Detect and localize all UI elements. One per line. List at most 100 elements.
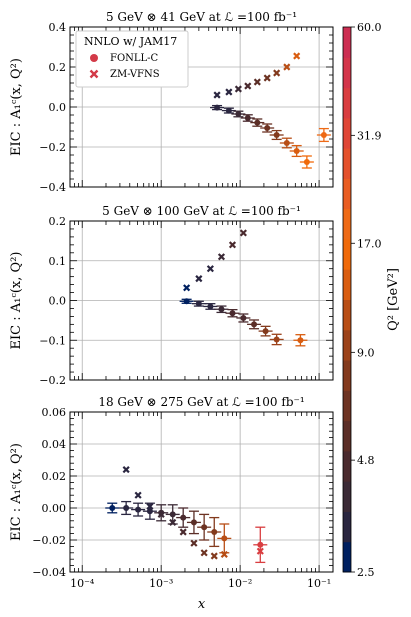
- colorbar-bin: [343, 390, 351, 422]
- series-fonll-c: [179, 298, 308, 347]
- y-tick-label: 0.2: [49, 61, 67, 74]
- data-point: [218, 306, 225, 313]
- data-point: [157, 510, 165, 518]
- colorbar-bin: [343, 450, 351, 482]
- colorbar-bin: [343, 329, 351, 361]
- series-fonll-c: [210, 104, 331, 169]
- colorbar-bin: [343, 511, 351, 543]
- data-point: [109, 505, 116, 511]
- colorbar: 2.5 4.8 9.0 17.0 31.9 60.0 Q² [GeV²]: [342, 21, 401, 579]
- x-tick-label: 10⁻³: [149, 577, 173, 590]
- data-point: [273, 69, 281, 77]
- data-point: [283, 140, 290, 146]
- series-zm-vfns: [122, 466, 264, 560]
- panel-title: 5 GeV ⊗ 41 GeV at ℒ =100 fb⁻¹: [106, 10, 297, 24]
- data-point: [123, 505, 130, 511]
- data-point: [211, 529, 218, 535]
- panel-1: −0.4 −0.2 0.0 0.2 0.4 5 GeV ⊗ 41 GeV at ℒ =10…: [9, 10, 334, 194]
- y-axis-label: EIC : A₁ᶜ(x, Q²): [9, 58, 24, 156]
- data-point: [256, 547, 264, 555]
- data-point: [254, 119, 261, 126]
- y-tick-label: 0.04: [42, 438, 67, 451]
- data-point: [262, 328, 269, 335]
- y-tick-label: −0.04: [32, 566, 66, 579]
- data-point: [234, 85, 242, 93]
- data-point: [180, 514, 187, 521]
- data-point: [213, 91, 221, 99]
- y-tick-label: 0.0: [49, 101, 67, 114]
- y-axis-label: EIC : A₁ᶜ(x, Q²): [9, 252, 24, 350]
- legend-marker-x: [89, 69, 99, 79]
- y-tick-label: 0.1: [49, 255, 67, 268]
- data-point: [225, 88, 233, 96]
- data-point: [190, 539, 198, 547]
- y-tick-label: 0.00: [42, 502, 67, 515]
- colorbar-frame: [342, 26, 352, 573]
- data-point: [297, 337, 304, 344]
- data-point: [235, 111, 242, 117]
- y-tick-label: −0.4: [39, 181, 66, 194]
- data-point: [201, 524, 208, 531]
- data-point: [303, 159, 310, 165]
- data-point: [244, 82, 252, 90]
- data-point: [135, 506, 142, 513]
- data-point: [122, 466, 130, 474]
- legend-label: ZM-VFNS: [110, 69, 160, 80]
- data-point: [200, 549, 208, 557]
- data-point: [210, 552, 218, 560]
- series-fonll-c: [105, 500, 268, 564]
- x-axis-label: x: [198, 597, 206, 612]
- colorbar-tick-label: 31.9: [357, 129, 382, 142]
- data-point: [244, 115, 251, 121]
- x-tick-label: 10⁻²: [228, 577, 252, 590]
- colorbar-bin: [343, 420, 351, 452]
- series-zm-vfns: [183, 229, 247, 292]
- data-point: [195, 275, 203, 283]
- data-point: [320, 132, 327, 138]
- x-tick-label: 10⁻¹: [307, 577, 331, 590]
- y-tick-label: −0.1: [39, 334, 66, 347]
- y-tick-label: 0.0: [49, 295, 67, 308]
- data-point: [214, 104, 221, 111]
- legend-label: FONLL-C: [110, 53, 159, 64]
- data-point: [240, 314, 247, 321]
- data-point: [239, 229, 247, 237]
- colorbar-bin: [343, 27, 351, 58]
- legend-title: NNLO w/ JAM17: [84, 35, 177, 48]
- colorbar-bin: [343, 57, 351, 89]
- data-point: [183, 298, 190, 305]
- data-point: [253, 78, 261, 86]
- legend: NNLO w/ JAM17 FONLL-C ZM-VFNS: [75, 30, 189, 88]
- data-point: [179, 528, 187, 536]
- colorbar-bin: [343, 269, 351, 300]
- data-point: [169, 511, 176, 518]
- x-tick-label: 10⁻⁴: [70, 577, 95, 590]
- y-tick-label: 0.4: [49, 21, 67, 34]
- colorbar-label: Q² [GeV²]: [386, 268, 401, 331]
- data-point: [273, 336, 280, 343]
- data-point: [229, 310, 236, 317]
- data-point: [169, 518, 177, 526]
- y-tick-label: 0.06: [42, 406, 67, 419]
- axes-frame: [69, 411, 334, 573]
- series-zm-vfns: [213, 52, 301, 99]
- colorbar-bin: [343, 208, 351, 240]
- y-tick-label: −0.2: [39, 141, 66, 154]
- y-tick-label: 0.02: [42, 470, 67, 483]
- colorbar-bin: [343, 481, 351, 512]
- y-tick-label: −0.02: [32, 534, 66, 547]
- colorbar-tick-label: 9.0: [357, 346, 375, 359]
- panel-title: 18 GeV ⊗ 275 GeV at ℒ =100 fb⁻¹: [98, 395, 304, 409]
- data-point: [183, 284, 191, 292]
- colorbar-bin: [343, 148, 351, 179]
- data-point: [221, 535, 228, 542]
- data-point: [146, 502, 154, 510]
- panel-3: −0.04 −0.02 0.00 0.02 0.04 0.06 10⁻⁴ 10⁻³ 10⁻² 10…: [9, 395, 334, 612]
- data-point: [207, 303, 214, 310]
- colorbar-bin: [343, 541, 351, 573]
- colorbar-bin: [343, 87, 351, 119]
- legend-box: [75, 30, 189, 88]
- data-point: [146, 508, 153, 515]
- data-point: [217, 253, 226, 261]
